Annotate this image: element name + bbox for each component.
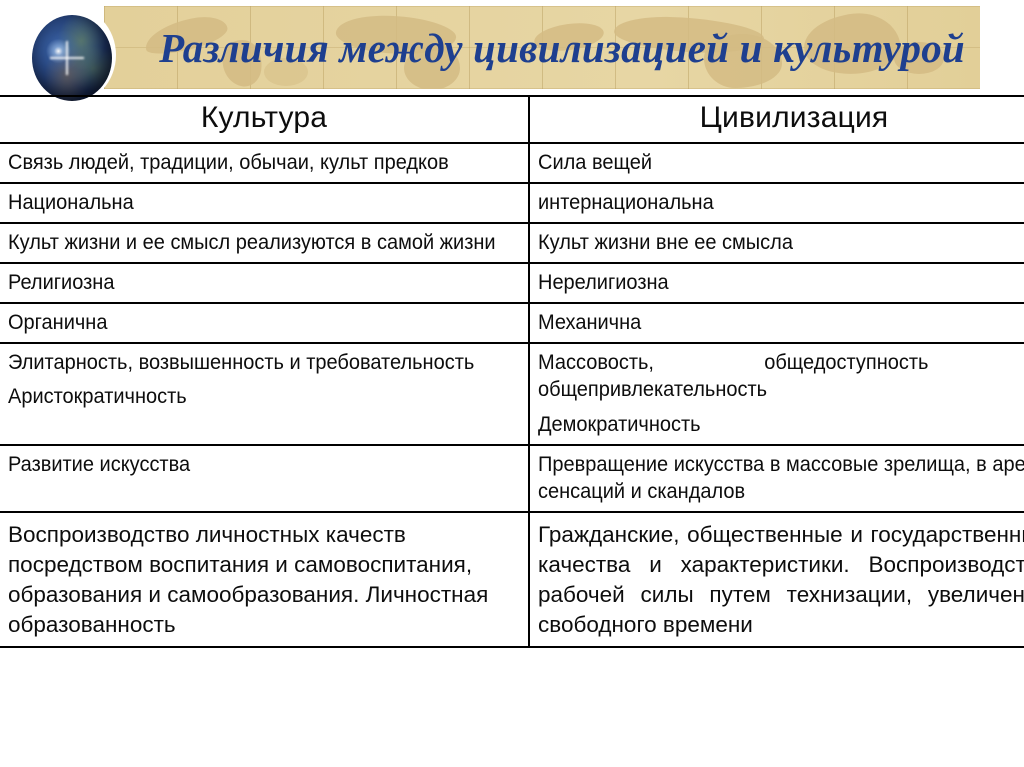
cell-civilization-8: Гражданские, общественные и государствен… [529, 510, 1024, 649]
table-row: Связь людей, традиции, обычаи, культ пре… [0, 141, 1024, 185]
title-banner: Различия между цивилизацией и культурой [104, 6, 980, 89]
cell-culture-2: Национальна [0, 182, 530, 225]
cell-culture-6: Элитарность, возвышенность и требователь… [0, 342, 530, 446]
cell-text: Элитарность, возвышенность и требователь… [8, 350, 475, 375]
cell-text: Органична [8, 310, 108, 335]
column-header-culture-label: Культура [200, 101, 328, 134]
cell-text: Превращение искусства в массовые зрелища… [538, 451, 1024, 503]
column-header-civilization-label: Цивилизация [699, 101, 889, 134]
cell-text: Аристократичность [8, 384, 187, 409]
globe-sphere [32, 15, 112, 101]
map-landmass-icon [894, 42, 944, 74]
column-header-culture: Культура [0, 95, 530, 144]
cell-civilization-2: интернациональна [529, 182, 1024, 225]
cell-culture-3: Культ жизни и ее смысл реализуются в сам… [0, 222, 530, 265]
cell-civilization-6: Массовость, общедоступность и общепривле… [529, 342, 1024, 446]
table-row: Воспроизводство личностных качеств посре… [0, 510, 1024, 649]
cell-text: Воспроизводство личностных качеств посре… [8, 521, 489, 638]
column-header-civilization: Цивилизация [529, 95, 1024, 144]
cell-civilization-7: Превращение искусства в массовые зрелища… [529, 443, 1024, 513]
table-row: Органична Механична [0, 302, 1024, 345]
table-row: Национальна интернациональна [0, 182, 1024, 225]
cell-text: Связь людей, традиции, обычаи, культ пре… [8, 150, 449, 174]
table-row: Религиозна Нерелигиозна [0, 262, 1024, 305]
comparison-table: Культура Цивилизация Связь людей, традиц… [0, 95, 1024, 649]
cell-text: Религиозна [8, 270, 115, 295]
cell-civilization-4: Нерелигиозна [529, 262, 1024, 305]
table-row: Развитие искусства Превращение искусства… [0, 443, 1024, 513]
cell-text: Массовость, общедоступность и общепривле… [538, 350, 1024, 402]
cell-text: Культ жизни вне ее смысла [538, 230, 793, 255]
map-landmass-icon [264, 58, 308, 86]
cell-text: Национальна [8, 190, 134, 215]
cell-culture-8: Воспроизводство личностных качеств посре… [0, 510, 530, 649]
table-row: Элитарность, возвышенность и требователь… [0, 342, 1024, 446]
cell-text: Нерелигиозна [538, 270, 669, 295]
cell-culture-1: Связь людей, традиции, обычаи, культ пре… [0, 141, 530, 185]
map-landmass-icon [404, 46, 460, 89]
cell-text: Гражданские, общественные и государствен… [538, 521, 1024, 638]
table-header-row: Культура Цивилизация [0, 95, 1024, 144]
cell-culture-4: Религиозна [0, 262, 530, 305]
map-landmass-icon [704, 34, 782, 88]
cell-text: Демократичность [538, 411, 701, 436]
cell-civilization-5: Механична [529, 302, 1024, 345]
cell-culture-7: Развитие искусства [0, 443, 530, 513]
page-title: Различия между цивилизацией и культурой [159, 24, 965, 71]
cell-civilization-1: Сила вещей [529, 141, 1024, 185]
table-row: Культ жизни и ее смысл реализуются в сам… [0, 222, 1024, 265]
cell-text: интернациональна [538, 190, 714, 215]
cell-text: Механична [538, 310, 642, 335]
cell-civilization-3: Культ жизни вне ее смысла [529, 222, 1024, 265]
globe-flare-icon [50, 41, 84, 75]
cell-text: Развитие искусства [8, 451, 191, 476]
table-body: Культура Цивилизация Связь людей, традиц… [0, 95, 1024, 649]
globe-icon [24, 6, 116, 104]
cell-culture-5: Органична [0, 302, 530, 345]
cell-text: Сила вещей [538, 150, 652, 174]
cell-text: Культ жизни и ее смысл реализуются в сам… [8, 230, 496, 255]
